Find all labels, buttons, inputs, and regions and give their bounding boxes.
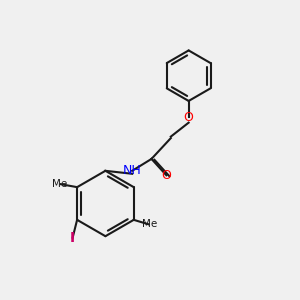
Text: O: O	[184, 111, 194, 124]
Text: Me: Me	[142, 219, 158, 229]
Text: Me: Me	[52, 179, 67, 189]
Text: O: O	[161, 169, 171, 182]
Text: I: I	[70, 231, 75, 245]
Text: NH: NH	[123, 164, 142, 177]
